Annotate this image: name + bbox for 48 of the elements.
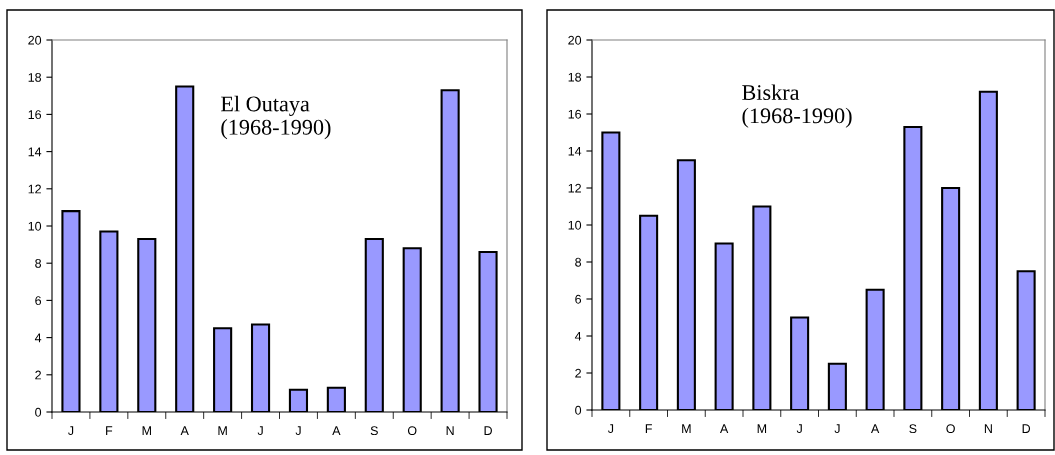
y-tick-label: 20 (568, 35, 582, 45)
y-tick-label: 10 (28, 221, 42, 231)
x-tick-label: M (682, 424, 691, 433)
y-tick-label: 6 (575, 294, 582, 304)
y-tick-label: 8 (35, 259, 42, 268)
x-tick-label: S (370, 426, 378, 436)
y-tick-label: 4 (574, 331, 582, 341)
y-tick-label: 12 (568, 183, 581, 193)
x-tick-label: M (757, 424, 767, 433)
y-tick-label: 14 (28, 147, 42, 157)
x-tick-label: J (257, 426, 263, 436)
x-tick-label: D (1022, 424, 1031, 433)
y-tick-label: 16 (568, 109, 582, 119)
x-tick-label: N (446, 426, 454, 435)
x-tick-label: F (645, 424, 652, 433)
y-tick-label: 4 (34, 333, 42, 343)
y-tick-label: 18 (28, 73, 42, 82)
y-tick-label: 12 (28, 184, 41, 194)
y-tick-label: 8 (575, 257, 582, 267)
annotation: El Outaya (1968-1990) (220, 95, 331, 140)
y-tick-label: 14 (568, 146, 582, 156)
y-tick-label: 18 (568, 72, 582, 82)
x-tick-label: S (909, 424, 917, 434)
y-tick-label: 0 (575, 405, 582, 415)
x-tick-label: A (180, 426, 189, 435)
y-tick-label: 0 (35, 407, 42, 417)
x-tick-label: J (796, 424, 802, 434)
annotation: Biskra (1968-1990) (742, 84, 852, 128)
x-tick-label: M (142, 426, 151, 435)
y-tick-label: 20 (28, 35, 42, 45)
x-tick-label: J (295, 426, 301, 436)
x-tick-label: M (218, 426, 227, 435)
y-tick-label: 2 (575, 368, 581, 378)
x-tick-label: J (68, 426, 74, 436)
x-tick-label: J (834, 424, 840, 434)
x-tick-label: O (946, 424, 955, 434)
x-tick-label: F (106, 426, 113, 435)
x-tick-label: A (870, 424, 880, 433)
x-tick-label: A (332, 426, 341, 435)
x-tick-label: D (484, 426, 492, 435)
y-tick-label: 10 (568, 220, 582, 230)
x-tick-label: J (607, 424, 614, 434)
x-tick-label: N (984, 424, 992, 433)
x-tick-label: A (719, 424, 729, 433)
x-tick-label: O (407, 426, 417, 436)
y-tick-label: 6 (35, 296, 42, 306)
y-tick-label: 16 (28, 110, 42, 120)
y-tick-label: 2 (35, 370, 41, 380)
